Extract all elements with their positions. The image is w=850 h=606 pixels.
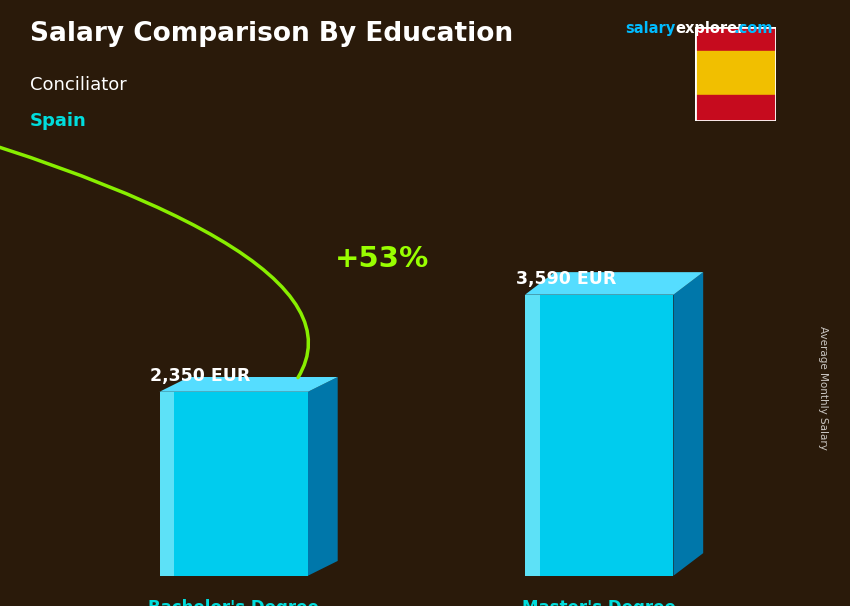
Polygon shape: [525, 272, 703, 295]
Polygon shape: [160, 391, 308, 576]
Polygon shape: [160, 391, 174, 576]
Bar: [695, 95, 776, 121]
Polygon shape: [525, 295, 540, 576]
Text: Average Monthly Salary: Average Monthly Salary: [818, 326, 828, 450]
Polygon shape: [525, 295, 673, 576]
Text: Conciliator: Conciliator: [30, 76, 127, 94]
Text: 2,350 EUR: 2,350 EUR: [150, 367, 251, 385]
Polygon shape: [160, 377, 337, 391]
Text: +53%: +53%: [335, 245, 429, 273]
Text: Master's Degree: Master's Degree: [522, 599, 677, 606]
Text: salary: salary: [625, 21, 675, 36]
Text: Spain: Spain: [30, 112, 87, 130]
Polygon shape: [673, 272, 703, 576]
Text: .com: .com: [734, 21, 773, 36]
Text: explorer: explorer: [676, 21, 745, 36]
Polygon shape: [308, 377, 337, 576]
Text: 3,590 EUR: 3,590 EUR: [516, 270, 616, 288]
Bar: [695, 27, 776, 51]
Bar: [695, 51, 776, 95]
Text: Bachelor's Degree: Bachelor's Degree: [148, 599, 320, 606]
Text: Salary Comparison By Education: Salary Comparison By Education: [30, 21, 513, 47]
